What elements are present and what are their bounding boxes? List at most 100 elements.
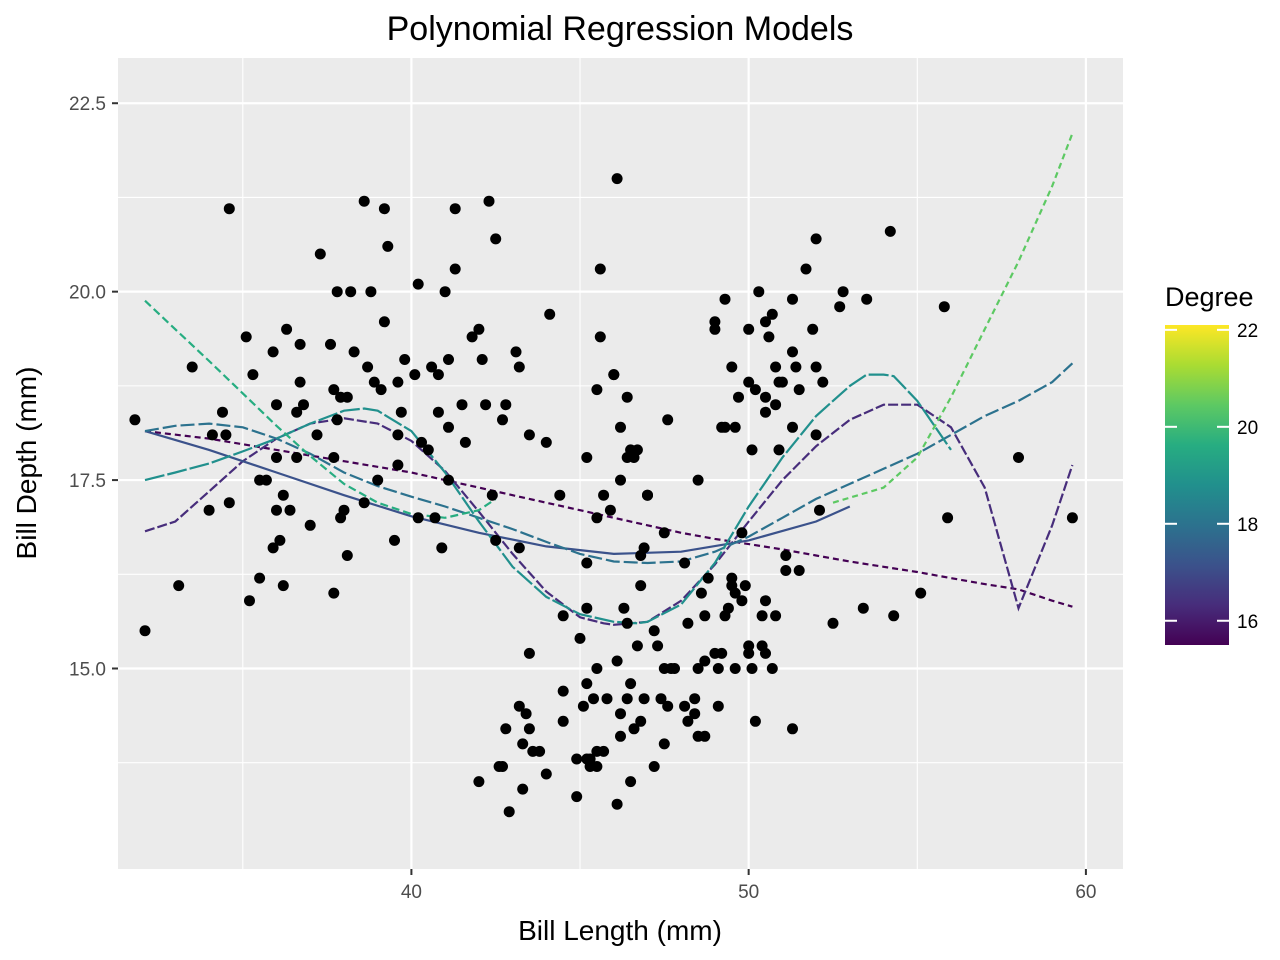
data-point — [695, 587, 707, 599]
data-point — [466, 331, 478, 343]
data-point — [443, 421, 454, 433]
data-point — [298, 399, 309, 411]
data-point — [281, 323, 293, 335]
data-point — [581, 557, 593, 569]
data-point — [679, 557, 691, 569]
data-point — [807, 323, 819, 335]
data-point — [766, 308, 778, 320]
data-point — [628, 723, 640, 735]
data-point — [500, 723, 512, 735]
data-point — [581, 452, 593, 463]
x-axis-title: Bill Length (mm) — [518, 915, 722, 946]
data-point — [490, 233, 502, 245]
data-point — [787, 723, 798, 735]
data-point — [658, 738, 670, 750]
data-point — [736, 595, 748, 607]
data-point — [523, 647, 535, 659]
data-point — [277, 580, 289, 592]
data-point — [574, 632, 586, 644]
legend-tick-label: 22 — [1237, 321, 1258, 342]
data-point — [631, 640, 643, 652]
data-point — [810, 361, 822, 373]
data-point — [443, 474, 454, 486]
x-tick-label: 60 — [1075, 882, 1096, 903]
data-point — [716, 647, 728, 659]
data-point — [510, 346, 522, 358]
data-point — [577, 700, 589, 712]
data-point — [827, 617, 839, 629]
data-point — [621, 617, 633, 629]
data-point — [810, 429, 822, 441]
legend-tick-label: 16 — [1237, 612, 1258, 633]
data-point — [615, 474, 626, 486]
data-point — [513, 361, 525, 373]
data-point — [497, 414, 508, 426]
data-point — [436, 542, 448, 554]
data-point — [399, 354, 411, 365]
data-point — [800, 263, 812, 275]
data-point — [291, 406, 303, 418]
data-point — [631, 444, 643, 456]
data-point — [416, 436, 427, 448]
data-point — [449, 203, 461, 215]
data-point — [689, 708, 701, 720]
data-point — [328, 452, 340, 463]
x-tick-label: 50 — [738, 882, 759, 903]
data-point — [787, 421, 798, 433]
data-point — [206, 429, 218, 441]
data-point — [726, 361, 738, 373]
data-point — [756, 610, 768, 622]
data-point — [1013, 452, 1024, 463]
data-point — [412, 512, 424, 524]
data-point — [581, 678, 593, 690]
data-point — [729, 663, 741, 674]
regression-curve-degree-17-5 — [144, 430, 851, 556]
data-point — [594, 331, 606, 343]
data-point — [682, 715, 694, 727]
data-point — [729, 587, 741, 599]
data-point — [368, 376, 380, 388]
data-point — [473, 776, 485, 788]
data-point — [186, 361, 198, 373]
data-point — [341, 391, 353, 403]
data-point — [790, 361, 802, 373]
data-point — [652, 640, 664, 652]
data-point — [540, 436, 552, 448]
data-point — [372, 474, 384, 486]
regression-curve-degree-20-5 — [832, 133, 1074, 504]
data-point — [598, 489, 610, 501]
data-point — [328, 587, 340, 599]
y-tick-label: 22.5 — [69, 94, 106, 115]
data-point — [497, 761, 508, 772]
data-point — [699, 730, 711, 742]
data-point — [325, 338, 336, 350]
data-point — [793, 565, 805, 576]
data-point — [203, 504, 215, 516]
points-layer — [129, 173, 1078, 818]
data-point — [749, 384, 761, 396]
data-point — [743, 323, 755, 335]
data-point — [746, 444, 758, 456]
data-point — [456, 399, 468, 411]
data-point — [689, 693, 701, 705]
data-point — [513, 700, 525, 712]
data-point — [588, 693, 599, 705]
data-point — [284, 504, 296, 516]
data-point — [834, 301, 846, 313]
data-point — [662, 414, 674, 426]
data-point — [915, 587, 927, 599]
data-point — [311, 429, 323, 441]
data-point — [294, 338, 306, 350]
legend-title: Degree — [1165, 282, 1254, 312]
data-point — [608, 369, 620, 381]
data-point — [648, 761, 660, 772]
data-point — [426, 361, 438, 373]
data-point — [480, 399, 492, 411]
data-point — [523, 429, 535, 441]
data-point — [814, 504, 825, 516]
data-point — [591, 512, 603, 524]
data-point — [483, 195, 495, 207]
data-point — [699, 655, 711, 667]
data-point — [449, 263, 461, 275]
